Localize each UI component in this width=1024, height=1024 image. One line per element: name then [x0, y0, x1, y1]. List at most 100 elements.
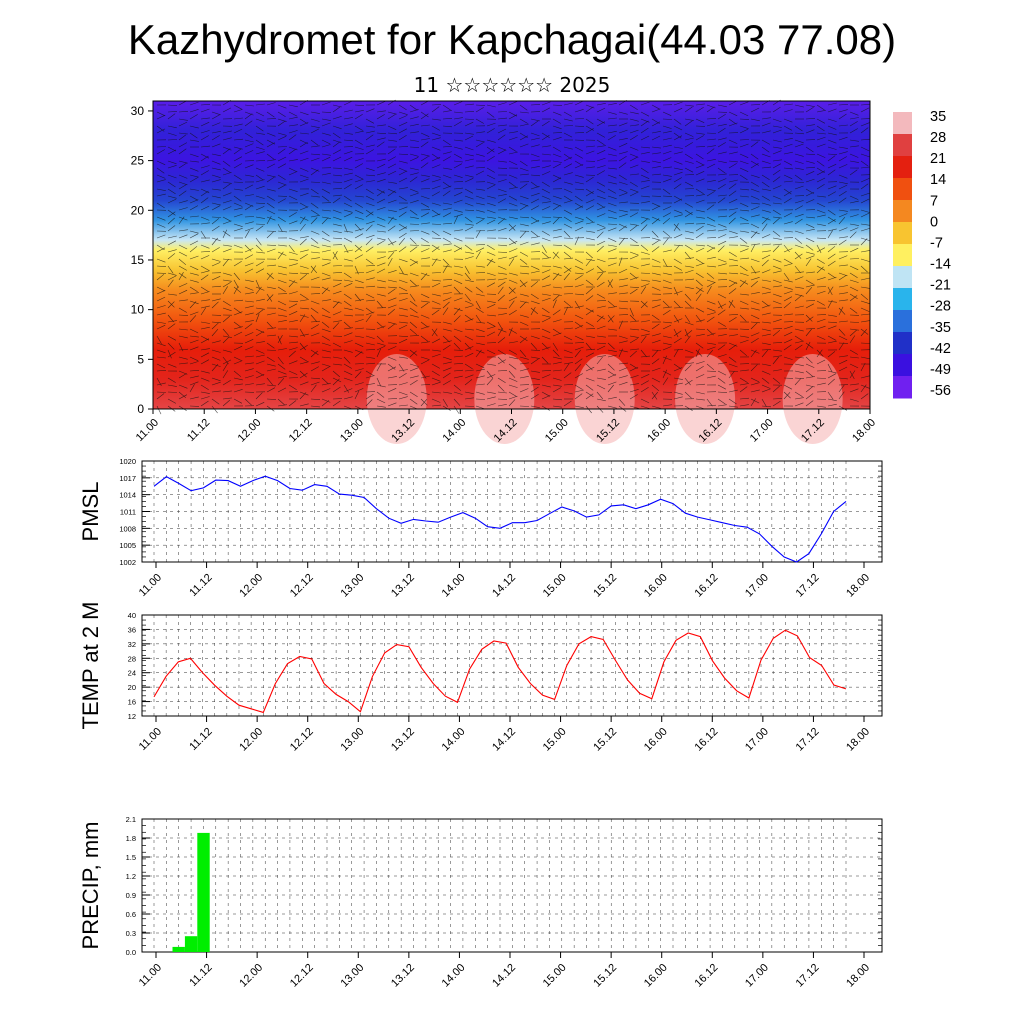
colorbar-label: -7	[930, 235, 943, 251]
colorbar-swatch	[893, 244, 912, 267]
y-tick-label: 2.1	[126, 815, 136, 824]
y-tick-label: 25	[131, 154, 145, 168]
y-axis: 12 16 20 24 28 32 36 40	[128, 611, 150, 721]
x-tick-label: 12.12	[288, 962, 316, 990]
x-tick-label: 12.00	[237, 962, 265, 990]
chart-title: Kazhydromet for Kapchagai(44.03 77.08)	[127, 16, 897, 63]
x-tick-label: 14.00	[440, 417, 468, 445]
heating-cell	[675, 354, 736, 444]
x-tick-label: 13.12	[389, 726, 417, 754]
x-tick-label: 11.12	[185, 417, 212, 444]
y-tick-label: 36	[128, 625, 136, 634]
pmsl-chart: 1002 1005 1008 1011 1014 1017 1020 11.00 11.12 12…	[78, 457, 883, 600]
colorbar-swatch	[893, 178, 912, 201]
y-tick-label: 0.0	[126, 948, 136, 957]
x-tick-label: 11.00	[137, 726, 164, 753]
heating-cell	[782, 354, 843, 444]
x-tick-label: 16.12	[692, 962, 720, 990]
colorbar-swatch	[893, 376, 912, 399]
y-tick-label: 1002	[119, 558, 136, 567]
y-tick-label: 40	[128, 611, 136, 620]
x-axis: 11.00 11.12 12.00 12.12 13.00 13.12 14.00 14.12…	[137, 952, 872, 990]
colorbar-swatch	[893, 200, 912, 223]
plot-frame	[141, 614, 883, 717]
colorbar-swatch	[893, 354, 912, 377]
x-tick-label: 11.00	[137, 572, 164, 599]
x-tick-label: 13.00	[338, 417, 366, 445]
heating-cell	[574, 354, 635, 444]
x-tick-label: 18.00	[844, 726, 872, 754]
y-tick-label: 0.3	[126, 929, 136, 938]
x-tick-label: 17.12	[794, 572, 822, 600]
x-tick-label: 14.00	[440, 572, 468, 600]
x-tick-label: 17.00	[743, 726, 771, 754]
minor-ticks	[142, 460, 882, 563]
x-tick-label: 16.00	[645, 417, 673, 445]
x-tick-label: 13.00	[338, 726, 366, 754]
y-tick-label: 15	[131, 253, 145, 267]
x-tick-label: 15.12	[591, 572, 619, 600]
y-tick-label: 0.9	[126, 891, 136, 900]
minor-ticks	[142, 818, 882, 953]
x-tick-label: 11.12	[187, 572, 214, 599]
x-tick-label: 18.00	[844, 962, 872, 990]
x-tick-label: 12.00	[237, 726, 265, 754]
x-tick-label: 17.00	[743, 962, 771, 990]
y-tick-label: 1008	[119, 524, 136, 533]
x-tick-label: 14.12	[490, 962, 518, 990]
y-tick-label: 1.2	[126, 872, 136, 881]
x-tick-label: 12.12	[287, 417, 315, 445]
grid	[142, 818, 882, 953]
y-tick-label: 0	[137, 402, 144, 416]
y-tick-label: 10	[131, 303, 145, 317]
y-tick-label: 30	[131, 104, 145, 118]
x-tick-label: 11.00	[137, 962, 164, 989]
x-axis: 11.00 11.12 12.00 12.12 13.00 13.12 14.00 14.12…	[137, 562, 872, 600]
y-tick-label: 12	[128, 712, 136, 721]
y-tick-label: 20	[131, 203, 145, 217]
colorbar-label: 21	[930, 151, 946, 167]
colorbar-label: -56	[930, 383, 951, 399]
colorbar-label: 35	[930, 109, 946, 125]
x-tick-label: 16.00	[642, 572, 670, 600]
colorbar-swatch	[893, 222, 912, 245]
x-tick-label: 15.00	[541, 962, 569, 990]
x-tick-label: 13.12	[389, 962, 417, 990]
x-tick-label: 17.12	[794, 726, 822, 754]
wind-barbs	[156, 99, 871, 415]
x-tick-label: 16.12	[692, 726, 720, 754]
colorbar-label: -28	[930, 299, 951, 315]
colorbar-swatch	[893, 310, 912, 333]
x-tick-label: 14.12	[490, 726, 518, 754]
y-tick-label: 5	[137, 352, 144, 366]
data-line	[153, 629, 847, 714]
colorbar-swatch	[893, 332, 912, 355]
y-axis: 0 5 10 15 20 25 30	[131, 104, 153, 416]
y-tick-label: 32	[128, 640, 136, 649]
x-tick-label: 11.00	[134, 417, 161, 444]
x-tick-label: 18.00	[844, 572, 872, 600]
y-tick-label: 1020	[119, 457, 136, 466]
x-tick-label: 13.00	[338, 962, 366, 990]
y-axis: 1002 1005 1008 1011 1014 1017 1020	[119, 457, 150, 567]
y-tick-label: 1011	[120, 508, 136, 517]
colorbar-swatch	[893, 156, 912, 179]
x-tick-label: 13.00	[338, 572, 366, 600]
colorbar-label: -14	[930, 257, 951, 273]
colorbar-label: 7	[930, 193, 938, 209]
y-tick-label: 20	[128, 683, 136, 692]
x-tick-label: 13.12	[389, 572, 417, 600]
y-tick-label: 1017	[119, 474, 136, 483]
y-tick-label: 1005	[119, 541, 136, 550]
x-tick-label: 15.00	[543, 417, 571, 445]
colorbar: 35 28 21 14 7 0 -7 -14 -21 -28 -35 -42 -49 -56	[893, 109, 951, 399]
heating-cell	[366, 354, 427, 444]
x-axis: 11.00 11.12 12.00 12.12 13.00 13.12 14.00 14.12…	[137, 716, 872, 754]
x-tick-label: 17.00	[743, 572, 771, 600]
x-tick-label: 14.00	[440, 962, 468, 990]
x-tick-label: 14.00	[440, 726, 468, 754]
y-axis-label: TEMP at 2 M	[78, 602, 103, 730]
precip-chart: 0.00.30.60.91.21.51.82.111.00 11.12 12.00 1…	[78, 815, 883, 990]
grid	[142, 460, 882, 563]
